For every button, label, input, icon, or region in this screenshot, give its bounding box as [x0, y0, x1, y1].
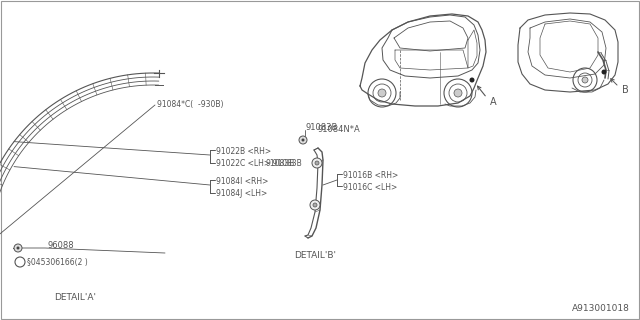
Text: DETAIL'B': DETAIL'B' [294, 251, 336, 260]
Circle shape [312, 158, 322, 168]
Text: DETAIL'A': DETAIL'A' [54, 293, 96, 302]
Circle shape [454, 89, 462, 97]
Circle shape [299, 136, 307, 144]
Text: 96088: 96088 [47, 241, 74, 250]
Circle shape [313, 203, 317, 207]
Circle shape [378, 89, 386, 97]
Text: §045306166(2 ): §045306166(2 ) [27, 258, 88, 267]
Circle shape [310, 200, 320, 210]
Text: 91084J <LH>: 91084J <LH> [216, 189, 268, 198]
Text: 91084N*A: 91084N*A [317, 125, 360, 134]
Circle shape [470, 77, 474, 83]
Text: 91016C <LH>: 91016C <LH> [343, 182, 397, 191]
Text: 91084*C(  -930B): 91084*C( -930B) [157, 100, 223, 109]
Circle shape [315, 161, 319, 165]
Circle shape [602, 69, 607, 75]
Circle shape [582, 77, 588, 83]
Text: 91084I <RH>: 91084I <RH> [216, 177, 268, 186]
Text: S: S [18, 259, 22, 265]
Circle shape [14, 244, 22, 252]
Text: B: B [622, 85, 628, 95]
Text: 91022C <LH> 91083B: 91022C <LH> 91083B [216, 159, 301, 169]
Text: A: A [490, 97, 497, 107]
Text: 91022B <RH>: 91022B <RH> [216, 147, 271, 156]
Text: 91083B: 91083B [305, 123, 337, 132]
Circle shape [17, 246, 19, 250]
Text: A913001018: A913001018 [572, 304, 630, 313]
Text: 91083B: 91083B [265, 159, 294, 169]
Text: 91016B <RH>: 91016B <RH> [343, 171, 398, 180]
Circle shape [301, 139, 305, 141]
Circle shape [15, 257, 25, 267]
